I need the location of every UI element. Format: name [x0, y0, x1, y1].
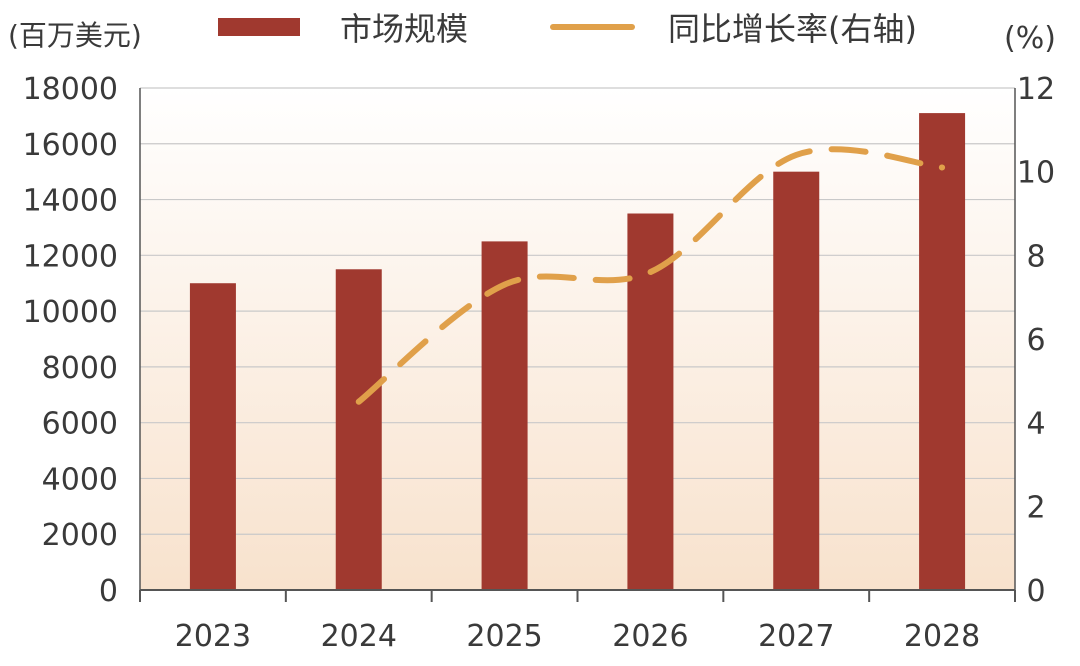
bar-2024 — [335, 269, 382, 590]
x-tick-label: 2024 — [321, 619, 397, 654]
bar-2026 — [627, 213, 674, 590]
bar-2023 — [189, 283, 236, 590]
growth-rate-line — [355, 146, 946, 405]
y-right-tick-label: 8 — [1026, 239, 1045, 274]
y-left-tick-label: 0 — [99, 574, 118, 609]
y-right-tick-label: 2 — [1026, 490, 1045, 525]
y-left-tick-label: 18000 — [23, 72, 118, 107]
right-axis-unit: (%) — [1004, 21, 1056, 56]
left-axis-unit: (百万美元) — [8, 19, 142, 52]
bar-2027 — [773, 171, 820, 590]
y-right-tick-label: 4 — [1026, 407, 1045, 442]
x-tick-label: 2023 — [175, 619, 251, 654]
axes — [139, 88, 1016, 602]
bar-series — [189, 113, 966, 590]
bar-2028 — [919, 113, 966, 590]
x-tick-label: 2026 — [612, 619, 688, 654]
grid-lines — [140, 87, 1015, 535]
y-right-tick-label: 10 — [1017, 156, 1055, 191]
y-left-tick-label: 8000 — [42, 351, 118, 386]
legend-bar-label: 市场规模 — [340, 10, 468, 48]
tick-labels: 0 2000 4000 6000 8000 10000 12000 14000 16000 180… — [23, 72, 1056, 654]
y-right-tick-label: 12 — [1017, 72, 1055, 107]
y-left-tick-label: 10000 — [23, 295, 118, 330]
y-left-tick-label: 14000 — [23, 184, 118, 219]
y-left-tick-label: 4000 — [42, 462, 118, 497]
x-tick-label: 2027 — [758, 619, 834, 654]
plot-area — [140, 88, 1015, 590]
x-tick-label: 2025 — [466, 619, 542, 654]
growth-line-series — [355, 146, 946, 405]
legend-bar-swatch — [218, 18, 300, 36]
y-left-tick-label: 12000 — [23, 239, 118, 274]
y-left-tick-label: 2000 — [42, 518, 118, 553]
x-tick-label: 2028 — [904, 619, 980, 654]
y-right-tick-label: 0 — [1026, 574, 1045, 609]
legend-line-label: 同比增长率(右轴) — [668, 10, 917, 48]
bar-2025 — [481, 241, 528, 590]
y-right-tick-label: 6 — [1026, 323, 1045, 358]
y-left-tick-label: 16000 — [23, 128, 118, 163]
y-left-tick-label: 6000 — [42, 407, 118, 442]
